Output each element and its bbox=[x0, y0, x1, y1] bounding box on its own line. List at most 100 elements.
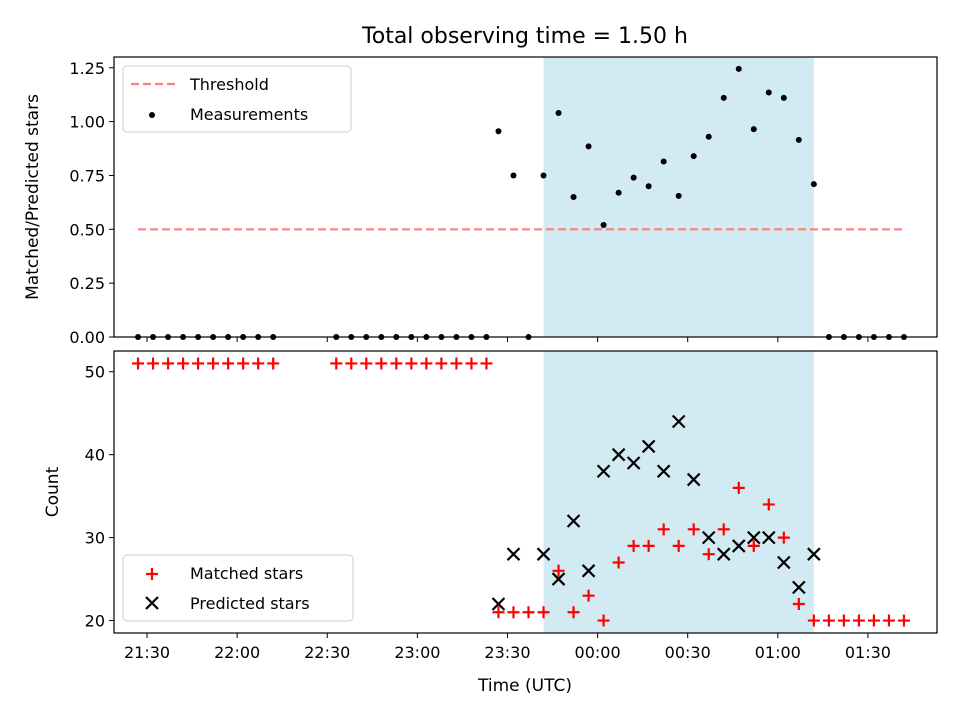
y-axis-label: Matched/Predicted stars bbox=[23, 94, 43, 300]
predicted-star-point bbox=[807, 547, 821, 561]
legend-matched-label: Matched stars bbox=[190, 564, 303, 583]
matched-star-point bbox=[360, 357, 373, 370]
axes-frame bbox=[113, 350, 938, 634]
y-tick-label: 0.50 bbox=[69, 220, 105, 239]
matched-star-point bbox=[837, 614, 850, 627]
legend-box bbox=[122, 65, 352, 133]
matched-star-point bbox=[852, 614, 865, 627]
measurement-point bbox=[750, 126, 757, 133]
matched-star-point bbox=[507, 606, 520, 619]
measurement-point bbox=[705, 133, 712, 140]
matched-star-point bbox=[222, 357, 235, 370]
measurement-point bbox=[765, 89, 772, 96]
matched-star-point bbox=[582, 589, 595, 602]
matched-star-point bbox=[522, 606, 535, 619]
predicted-star-point bbox=[671, 414, 686, 429]
x-tick-label: 00:30 bbox=[665, 643, 711, 662]
legend-threshold-label: Threshold bbox=[189, 75, 269, 94]
matched-star-point bbox=[747, 539, 760, 552]
y-tick-label: 40 bbox=[85, 446, 105, 465]
matched-star-point bbox=[597, 614, 610, 627]
measurement-point bbox=[720, 94, 727, 101]
predicted-star-point bbox=[626, 456, 641, 470]
matched-star-point bbox=[567, 606, 580, 619]
matched-star-point bbox=[162, 357, 175, 370]
legend-predicted-swatch bbox=[145, 596, 159, 610]
measurement-point bbox=[585, 143, 592, 150]
predicted-star-point bbox=[596, 464, 611, 479]
legend: Threshold Measurements bbox=[122, 65, 352, 133]
x-tick-label: 23:00 bbox=[394, 643, 440, 662]
matched-star-point bbox=[717, 523, 730, 536]
bottom-panel: 20 30 40 50 21:30 22:00 22:30 23:00 23:30 00:00 00… bbox=[43, 350, 938, 662]
measurement-point bbox=[495, 128, 502, 135]
matched-star-point bbox=[642, 539, 655, 552]
x-tick-label: 01:30 bbox=[845, 643, 891, 662]
predicted-star-point bbox=[746, 530, 761, 545]
matched-star-point bbox=[420, 357, 433, 370]
matched-star-point bbox=[552, 564, 565, 577]
legend: Matched stars Predicted stars bbox=[122, 554, 354, 622]
matched-star-point bbox=[207, 357, 220, 370]
observing-window bbox=[543, 351, 814, 633]
x-tick-label: 21:30 bbox=[124, 643, 170, 662]
matched-star-point bbox=[732, 481, 745, 494]
matched-star-point bbox=[657, 523, 670, 536]
measurement-point bbox=[660, 158, 667, 165]
matched-star-point bbox=[450, 357, 463, 370]
predicted-star-point bbox=[641, 439, 656, 454]
predicted-star-point bbox=[701, 530, 716, 545]
matched-star-point bbox=[762, 498, 775, 511]
matched-star-point bbox=[492, 606, 505, 619]
matched-star-point bbox=[612, 556, 625, 569]
matched-star-point bbox=[267, 357, 280, 370]
matched-star-point bbox=[375, 357, 388, 370]
x-tick-label: 23:30 bbox=[484, 643, 530, 662]
predicted-star-point bbox=[731, 539, 746, 553]
matched-star-point bbox=[627, 539, 640, 552]
x-tick-label: 22:00 bbox=[214, 643, 260, 662]
legend-predicted-label: Predicted stars bbox=[190, 594, 310, 613]
matched-star-point bbox=[132, 357, 145, 370]
predicted-star-point bbox=[566, 514, 581, 528]
matched-star-point bbox=[390, 357, 403, 370]
y-tick-label: 50 bbox=[85, 363, 105, 382]
matched-star-point bbox=[687, 523, 700, 536]
predicted-star-point bbox=[686, 472, 701, 487]
predicted-star-point bbox=[581, 564, 596, 578]
chart-title: Total observing time = 1.50 h bbox=[361, 24, 688, 49]
measurement-point bbox=[735, 65, 742, 72]
predicted-star-point bbox=[536, 547, 551, 561]
y-tick-label: 0.00 bbox=[69, 328, 105, 347]
predicted-star-point bbox=[762, 530, 776, 545]
measurement-point bbox=[810, 181, 817, 188]
y-tick-label: 30 bbox=[85, 529, 105, 548]
predicted-star-point bbox=[792, 580, 806, 595]
matched-star-point bbox=[405, 357, 418, 370]
measurement-point bbox=[645, 183, 652, 190]
legend-box bbox=[122, 554, 354, 622]
matched-star-point bbox=[480, 357, 493, 370]
matched-star-point bbox=[465, 357, 478, 370]
matched-star-point bbox=[147, 357, 160, 370]
matched-star-point bbox=[882, 614, 895, 627]
matched-star-point bbox=[822, 614, 835, 627]
measurement-point bbox=[540, 172, 547, 179]
y-tick-label: 1.25 bbox=[69, 59, 105, 78]
matched-star-point bbox=[237, 357, 250, 370]
matched-star-point bbox=[702, 548, 715, 561]
measurement-point bbox=[780, 94, 787, 101]
matched-star-point bbox=[792, 597, 805, 610]
y-tick-label: 20 bbox=[85, 612, 105, 631]
y-axis-label: Count bbox=[43, 466, 63, 517]
predicted-star-point bbox=[506, 547, 521, 561]
measurement-point bbox=[630, 174, 637, 181]
x-tick-label: 00:00 bbox=[575, 643, 621, 662]
measurement-point bbox=[795, 136, 802, 143]
matched-star-point bbox=[777, 531, 790, 544]
predicted-star-point bbox=[656, 464, 671, 479]
y-tick-label: 0.25 bbox=[69, 274, 105, 293]
measurement-point bbox=[600, 222, 607, 228]
top-panel: 0.00 0.25 0.50 0.75 1.00 1.25 Matched/Predicte… bbox=[23, 56, 938, 347]
matched-star-point bbox=[672, 539, 685, 552]
